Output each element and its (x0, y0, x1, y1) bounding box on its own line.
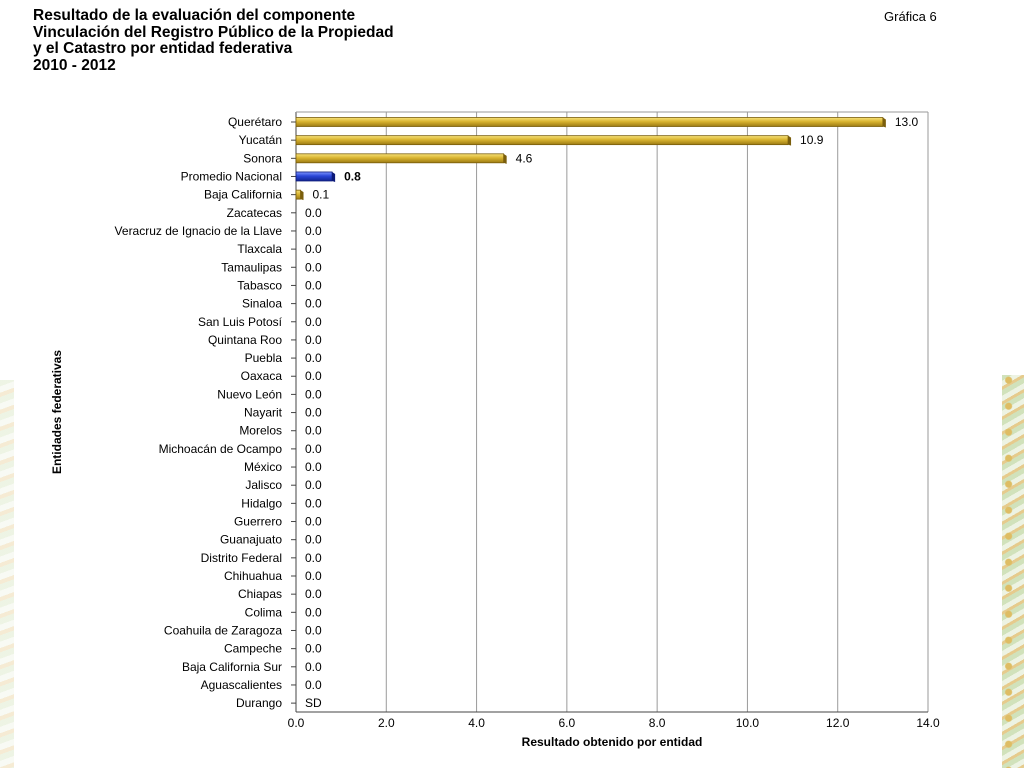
value-label: 0.0 (305, 551, 322, 565)
value-label: 0.0 (305, 533, 322, 547)
value-label: 0.0 (305, 224, 322, 238)
x-tick-label: 0.0 (288, 716, 305, 730)
grid-layer (291, 111, 929, 713)
x-tick-label: 12.0 (826, 716, 850, 730)
x-tick-label: 8.0 (649, 716, 666, 730)
category-label: Morelos (239, 424, 282, 438)
value-label: 0.0 (305, 515, 322, 529)
figure-label: Gráfica 6 (884, 9, 937, 24)
value-label: 0.0 (305, 460, 322, 474)
category-label: Yucatán (239, 133, 282, 147)
value-label: 0.0 (305, 496, 322, 510)
category-label: Oaxaca (241, 369, 283, 383)
bar (295, 117, 884, 127)
category-label: Querétaro (228, 115, 282, 129)
chart-title: Resultado de la evaluación del component… (33, 7, 394, 74)
bars-layer (295, 117, 886, 201)
bar (295, 189, 301, 200)
value-label: 0.0 (305, 315, 322, 329)
category-label: Baja California Sur (182, 660, 282, 674)
decorative-right-border (1002, 375, 1024, 768)
category-label: Distrito Federal (201, 551, 282, 565)
category-label: México (244, 460, 282, 474)
value-label: 0.0 (305, 660, 322, 674)
category-label: Chiapas (238, 587, 282, 601)
category-label: Colima (245, 605, 283, 619)
value-label: 0.0 (305, 678, 322, 692)
value-label: 0.0 (305, 333, 322, 347)
category-label: San Luis Potosí (198, 315, 283, 329)
category-label: Baja California (204, 188, 282, 202)
value-label: 0.0 (305, 351, 322, 365)
bar-end-cap (332, 171, 336, 182)
category-label: Campeche (224, 642, 282, 656)
value-label: 0.0 (305, 587, 322, 601)
category-label: Coahuila de Zaragoza (164, 623, 282, 637)
category-label: Guanajuato (220, 533, 282, 547)
labels-layer: 0.0 2.0 4.0 6.0 8.0 10.0 12.0 14.0 Querétaro 13.0… (115, 115, 940, 730)
value-label: 0.0 (305, 623, 322, 637)
category-label: Quintana Roo (208, 333, 282, 347)
value-label: SD (305, 696, 322, 710)
bar-end-cap (788, 135, 792, 146)
value-label: 0.0 (305, 605, 322, 619)
value-label: 0.0 (305, 206, 322, 220)
decorative-left-border (0, 380, 14, 768)
category-label: Nuevo León (217, 387, 282, 401)
category-label: Sonora (243, 151, 282, 165)
category-label: Veracruz de Ignacio de la Llave (115, 224, 283, 238)
value-label: 10.9 (800, 133, 824, 147)
value-label: 0.0 (305, 369, 322, 383)
x-tick-label: 10.0 (736, 716, 760, 730)
value-label: 0.0 (305, 242, 322, 256)
value-label: 0.0 (305, 406, 322, 420)
category-label: Tamaulipas (221, 260, 282, 274)
category-label: Sinaloa (242, 297, 282, 311)
category-label: Michoacán de Ocampo (159, 442, 283, 456)
bar (295, 135, 789, 146)
value-label: 0.1 (313, 188, 330, 202)
x-tick-label: 4.0 (468, 716, 485, 730)
category-label: Chihuahua (224, 569, 282, 583)
value-label: 0.0 (305, 297, 322, 311)
value-label: 13.0 (895, 115, 919, 129)
category-label: Zacatecas (227, 206, 282, 220)
bar (295, 153, 505, 164)
category-label: Aguascalientes (201, 678, 282, 692)
x-tick-label: 14.0 (916, 716, 940, 730)
category-label: Nayarit (244, 406, 283, 420)
category-label: Promedio Nacional (181, 169, 282, 183)
bar-end-cap (503, 153, 507, 164)
value-label: 0.0 (305, 260, 322, 274)
bar (295, 171, 333, 182)
bar-end-cap (300, 190, 304, 201)
category-label: Hidalgo (241, 496, 282, 510)
x-tick-label: 6.0 (559, 716, 576, 730)
bar-end-cap (882, 117, 886, 128)
value-label: 0.0 (305, 387, 322, 401)
value-label: 0.0 (305, 442, 322, 456)
category-label: Tlaxcala (237, 242, 282, 256)
value-label: 0.8 (344, 169, 361, 183)
value-label: 0.0 (305, 569, 322, 583)
category-label: Guerrero (234, 515, 282, 529)
value-label: 0.0 (305, 278, 322, 292)
category-label: Durango (236, 696, 282, 710)
x-axis-title: Resultado obtenido por entidad (522, 735, 703, 749)
category-label: Jalisco (245, 478, 282, 492)
value-label: 0.0 (305, 642, 322, 656)
value-label: 0.0 (305, 478, 322, 492)
category-label: Puebla (245, 351, 283, 365)
value-label: 0.0 (305, 424, 322, 438)
value-label: 4.6 (516, 151, 533, 165)
category-label: Tabasco (237, 278, 282, 292)
x-tick-label: 2.0 (378, 716, 395, 730)
